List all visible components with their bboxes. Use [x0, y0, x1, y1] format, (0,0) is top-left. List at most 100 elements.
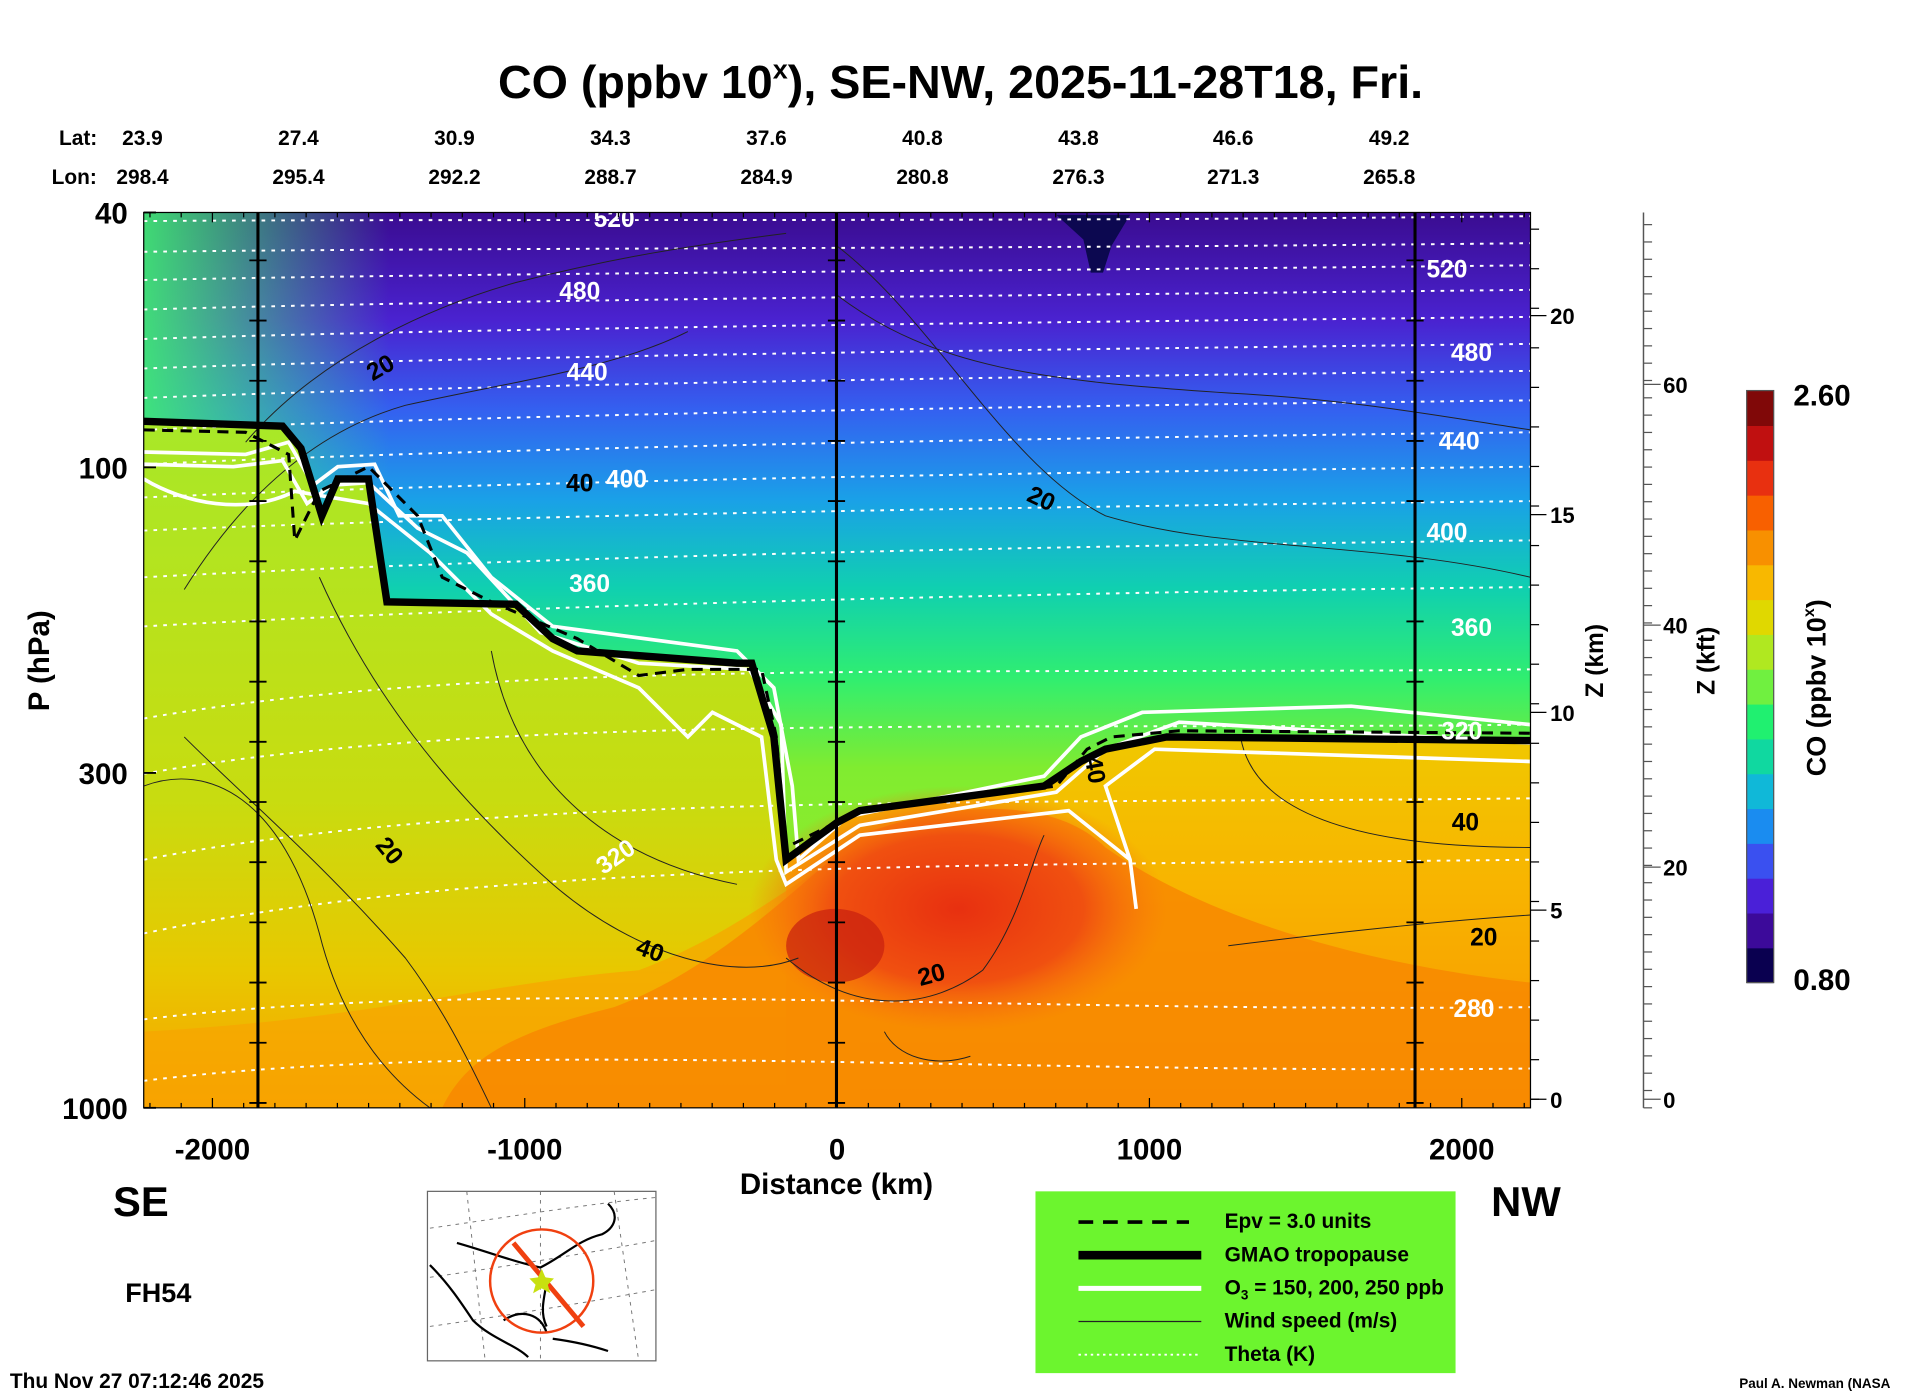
z-kft-tick-label: 40 [1663, 614, 1688, 639]
lat-value: 46.6 [1213, 127, 1254, 150]
legend: Epv = 3.0 units GMAO tropopause O3 = 150… [1035, 1191, 1456, 1374]
theta-label: 440 [567, 360, 608, 387]
lon-value: 295.4 [272, 166, 325, 189]
theta-label: 280 [1453, 996, 1494, 1023]
colorbar-label-sup: x [1801, 608, 1818, 617]
colorbar-label: CO (ppbv 10x) [1801, 599, 1831, 776]
forecast-hour: FH54 [125, 1278, 191, 1308]
colorbar-swatch [1746, 912, 1774, 949]
colorbar-swatch [1746, 599, 1774, 635]
se-label: SE [113, 1178, 169, 1225]
colorbar-swatch [1746, 495, 1774, 531]
x-tick-label: 0 [829, 1133, 845, 1166]
ozone-contours [143, 439, 1531, 910]
z-km-tick-label: 10 [1550, 701, 1575, 726]
z-km-tick-label: 0 [1550, 1088, 1562, 1113]
legend-entry-tropopause: GMAO tropopause [1225, 1243, 1409, 1266]
y-tick-label: 1000 [62, 1093, 128, 1126]
colorbar-label-end: ) [1801, 599, 1831, 608]
y-axis-label: P (hPa) [23, 610, 56, 711]
lon-value: 284.9 [740, 166, 792, 189]
colorbar-swatch [1746, 738, 1774, 775]
lon-value: 280.8 [896, 166, 948, 189]
theta-line [143, 1058, 1531, 1082]
wind-speed-label: 40 [1079, 754, 1110, 786]
x-tick-label: -1000 [487, 1133, 562, 1166]
theta-label: 520 [1426, 257, 1467, 284]
inset-map [426, 1190, 657, 1362]
lat-value: 37.6 [746, 127, 787, 150]
colorbar-swatch [1746, 390, 1774, 427]
theta-label: 440 [1439, 429, 1480, 456]
lon-value: 265.8 [1363, 166, 1415, 189]
x-tick-label: -2000 [175, 1133, 250, 1166]
colorbar-label-main: CO (ppbv 10 [1801, 617, 1831, 776]
colorbar-swatch [1746, 947, 1774, 984]
wind-speed-contours [143, 232, 1531, 1108]
y-tick-label: 40 [95, 198, 128, 231]
lon-label: Lon: [52, 166, 97, 189]
lat-label: Lat: [59, 127, 97, 150]
theta-line [143, 723, 1531, 775]
section-line [511, 1241, 586, 1329]
legend-entry-ozone: O3 = 150, 200, 250 ppb [1225, 1277, 1444, 1303]
z-km-axis-label: Z (km) [1582, 624, 1609, 698]
lat-lon-header: Lat: Lon: 23.9 298.4 27.4 295.4 30.9 292.2 34.3 2… [52, 127, 1416, 189]
z-kft-tick-label: 60 [1663, 373, 1688, 398]
theta-label: 360 [569, 571, 610, 598]
theta-label: 480 [559, 279, 600, 306]
lat-value: 43.8 [1058, 127, 1099, 150]
lon-value: 292.2 [428, 166, 480, 189]
z-km-tick-label: 5 [1550, 899, 1562, 924]
theta-label: 520 [594, 206, 635, 233]
lat-lon-reference-lines [249, 212, 1424, 1108]
legend-entry-epv: Epv = 3.0 units [1225, 1210, 1372, 1233]
lon-value: 298.4 [116, 166, 169, 189]
colorbar-swatch [1746, 843, 1774, 879]
colorbar-max-label: 2.60 [1793, 379, 1850, 412]
wind-speed-label: 40 [566, 470, 593, 497]
colorbar-swatch [1746, 808, 1774, 844]
colorbar-swatch [1746, 425, 1774, 461]
colorbar-swatch [1746, 669, 1774, 705]
colorbar-frame [1746, 389, 1775, 984]
legend-entry-wind: Wind speed (m/s) [1225, 1310, 1398, 1333]
wind-speed-label: 20 [1470, 925, 1497, 952]
timestamp: Thu Nov 27 07:12:46 2025 [10, 1370, 265, 1393]
nw-label: NW [1491, 1178, 1561, 1225]
theta-line [143, 997, 1531, 1021]
star-icon [529, 1268, 554, 1294]
theta-label: 480 [1451, 340, 1492, 367]
x-tick-label: 1000 [1117, 1133, 1183, 1166]
theta-label: 320 [1441, 718, 1482, 745]
lat-value: 49.2 [1369, 127, 1410, 150]
colorbar-swatch [1746, 634, 1774, 670]
z-km-tick-label: 20 [1550, 304, 1575, 329]
lon-value: 276.3 [1052, 166, 1104, 189]
legend-entry-theta: Theta (K) [1225, 1343, 1315, 1366]
theta-label: 400 [606, 467, 647, 494]
theta-label: 400 [1426, 519, 1467, 546]
credit: Paul A. Newman (NASA [1739, 1376, 1890, 1391]
colorbar-swatch [1746, 773, 1774, 810]
colorbar-min-label: 0.80 [1793, 964, 1850, 997]
theta-label: 360 [1451, 615, 1492, 642]
theta-line [143, 858, 1531, 935]
colorbar-swatch [1746, 878, 1774, 914]
lon-value: 288.7 [584, 166, 636, 189]
z-kft-tick-label: 20 [1663, 856, 1688, 881]
y-tick-label: 100 [79, 452, 128, 485]
tropopause-line [143, 417, 1531, 867]
colorbar-swatch [1746, 460, 1774, 496]
co-field: 5204804404003603205204804404003603202802… [143, 206, 1531, 1108]
chart-title: CO (ppbv 10x), SE-NW, 2025-11-28T18, Fri… [498, 55, 1423, 109]
theta-line [143, 797, 1531, 861]
z-kft-tick-label: 0 [1663, 1088, 1675, 1113]
troposphere-region-se [143, 421, 837, 1108]
section-range-circle [488, 1228, 595, 1334]
colorbar-swatch [1746, 703, 1774, 740]
lat-value: 30.9 [434, 127, 475, 150]
lat-value: 40.8 [902, 127, 943, 150]
z-kft-axis-label: Z (kft) [1694, 627, 1721, 695]
